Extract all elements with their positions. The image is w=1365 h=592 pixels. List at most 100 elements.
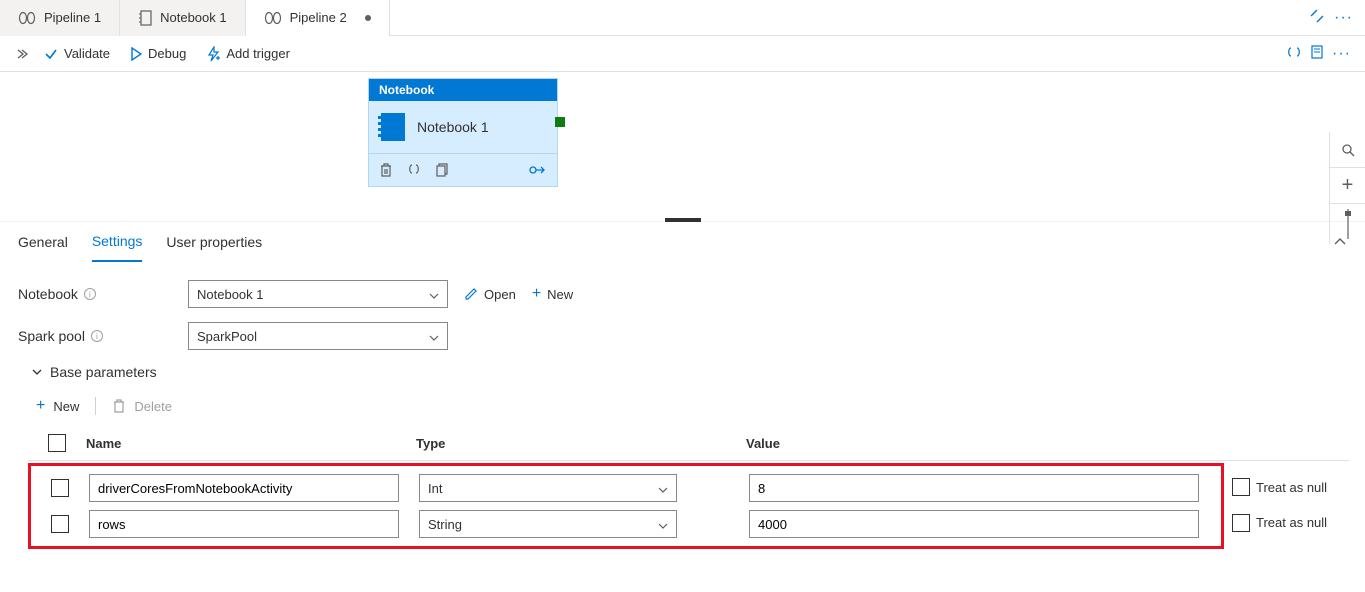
resize-handle[interactable]	[665, 218, 701, 222]
tab-label: Pipeline 2	[290, 10, 347, 25]
notebook-label: Notebook	[18, 286, 78, 302]
param-type-value: Int	[428, 481, 442, 496]
zoom-slider-icon[interactable]	[1329, 204, 1365, 244]
chevron-down-icon	[658, 517, 668, 532]
base-parameters-toggle[interactable]: Base parameters	[32, 364, 1347, 380]
base-parameters-label: Base parameters	[50, 364, 157, 380]
toolbar-expand-button[interactable]	[10, 36, 34, 72]
plus-icon: +	[36, 397, 45, 415]
tab-pipeline-1[interactable]: Pipeline 1	[0, 0, 120, 36]
arrow-icon[interactable]	[529, 164, 547, 176]
col-header-value: Value	[746, 436, 1206, 451]
delete-icon[interactable]	[379, 162, 393, 178]
activity-footer	[369, 154, 557, 186]
param-table-header: Name Type Value	[28, 426, 1349, 461]
new-notebook-button[interactable]: + New	[532, 285, 573, 303]
select-all-checkbox[interactable]	[48, 434, 66, 452]
param-name-input[interactable]	[89, 474, 399, 502]
param-toolbar: + New Delete	[0, 380, 1365, 420]
spark-pool-label: Spark pool	[18, 328, 85, 344]
new-param-label: New	[53, 399, 79, 414]
notebook-select[interactable]: Notebook 1	[188, 280, 448, 308]
divider	[95, 397, 96, 415]
param-name-input[interactable]	[89, 510, 399, 538]
success-connector-icon[interactable]	[555, 117, 565, 127]
treat-as-null-checkbox[interactable]	[1232, 514, 1250, 532]
col-header-name: Name	[86, 436, 416, 451]
properties-icon[interactable]	[1310, 44, 1324, 63]
code-icon[interactable]	[1286, 45, 1302, 62]
tab-pipeline-2[interactable]: Pipeline 2	[246, 0, 390, 36]
edit-icon	[464, 287, 478, 301]
new-param-button[interactable]: + New	[24, 392, 91, 420]
open-notebook-button[interactable]: Open	[464, 287, 516, 302]
row-checkbox[interactable]	[51, 479, 69, 497]
plus-icon: +	[532, 285, 541, 303]
dirty-indicator-icon	[365, 15, 371, 21]
param-type-value: String	[428, 517, 462, 532]
param-type-select[interactable]: Int	[419, 474, 677, 502]
debug-label: Debug	[148, 46, 186, 61]
activity-type-label: Notebook	[369, 79, 557, 101]
param-type-select[interactable]: String	[419, 510, 677, 538]
trigger-icon	[206, 46, 220, 62]
activity-notebook[interactable]: Notebook Notebook 1	[368, 78, 558, 187]
treat-as-null-label: Treat as null	[1256, 480, 1327, 495]
activity-body: Notebook 1	[369, 101, 557, 154]
notebook-field-row: Notebook i Notebook 1 Open + New	[18, 280, 1347, 308]
add-trigger-label: Add trigger	[226, 46, 290, 61]
more-icon[interactable]: ···	[1332, 45, 1351, 63]
chevron-down-icon	[32, 369, 42, 375]
treat-as-null-label: Treat as null	[1256, 515, 1327, 530]
info-icon[interactable]: i	[84, 288, 96, 300]
param-row: Int	[31, 470, 1221, 506]
new-label: New	[547, 287, 573, 302]
spark-pool-value: SparkPool	[197, 329, 257, 344]
validate-button[interactable]: Validate	[34, 36, 120, 72]
expand-icon[interactable]	[1310, 9, 1324, 26]
add-trigger-button[interactable]: Add trigger	[196, 36, 300, 72]
row-checkbox[interactable]	[51, 515, 69, 533]
param-value-input[interactable]	[749, 510, 1199, 538]
tab-user-properties[interactable]: User properties	[166, 222, 262, 262]
chevron-down-icon	[429, 287, 439, 302]
spark-pool-select[interactable]: SparkPool	[188, 322, 448, 350]
debug-button[interactable]: Debug	[120, 36, 196, 72]
properties-panel: General Settings User properties Noteboo…	[0, 222, 1365, 559]
info-icon[interactable]: i	[91, 330, 103, 342]
toolbar: Validate Debug Add trigger ···	[0, 36, 1365, 72]
notebook-icon	[381, 113, 405, 141]
col-header-type: Type	[416, 436, 746, 451]
more-icon[interactable]: ···	[1334, 9, 1353, 27]
zoom-in-button[interactable]: +	[1329, 168, 1365, 204]
pipeline-canvas[interactable]: Notebook Notebook 1 +	[0, 72, 1365, 222]
tab-bar-right: ···	[1310, 9, 1365, 27]
notebook-select-value: Notebook 1	[197, 287, 264, 302]
play-icon	[130, 47, 142, 61]
tab-notebook-1[interactable]: Notebook 1	[120, 0, 246, 36]
activity-title: Notebook 1	[417, 119, 489, 135]
treat-as-null-wrap: Treat as null	[1232, 478, 1327, 496]
param-row: String	[31, 506, 1221, 542]
notebook-icon	[138, 10, 152, 26]
spark-pool-field-row: Spark pool i SparkPool	[18, 322, 1347, 350]
canvas-side-toolbar: +	[1329, 132, 1365, 244]
treat-as-null-checkbox[interactable]	[1232, 478, 1250, 496]
open-label: Open	[484, 287, 516, 302]
param-value-input[interactable]	[749, 474, 1199, 502]
trash-icon	[112, 398, 126, 414]
tab-label: Notebook 1	[160, 10, 227, 25]
tab-bar: Pipeline 1 Notebook 1 Pipeline 2 ···	[0, 0, 1365, 36]
pipeline-icon	[18, 11, 36, 25]
copy-icon[interactable]	[435, 162, 449, 178]
param-table: Name Type Value Int	[0, 420, 1365, 549]
tab-label: Pipeline 1	[44, 10, 101, 25]
delete-param-button: Delete	[100, 392, 184, 420]
treat-as-null-wrap: Treat as null	[1232, 514, 1327, 532]
tab-general[interactable]: General	[18, 222, 68, 262]
pipeline-icon	[264, 11, 282, 25]
highlighted-region: Int String	[28, 463, 1224, 549]
search-button[interactable]	[1329, 132, 1365, 168]
tab-settings[interactable]: Settings	[92, 222, 143, 262]
code-icon[interactable]	[407, 162, 421, 178]
